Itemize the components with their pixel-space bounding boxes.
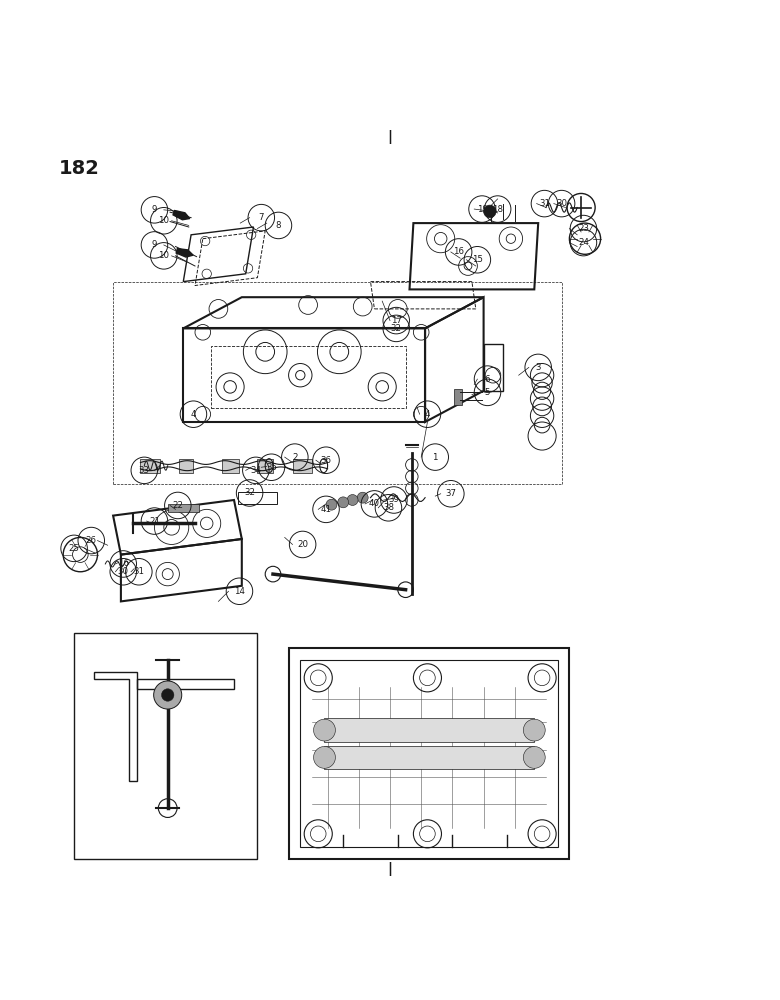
- Circle shape: [154, 681, 182, 709]
- Circle shape: [347, 495, 358, 505]
- Text: 6: 6: [484, 375, 491, 384]
- Text: 16: 16: [453, 247, 464, 256]
- Text: 14: 14: [234, 587, 245, 596]
- Bar: [289, 648, 569, 859]
- Text: 18: 18: [492, 205, 503, 214]
- Text: 21: 21: [149, 517, 160, 526]
- Bar: [222, 459, 239, 473]
- Circle shape: [326, 499, 337, 510]
- Text: 8: 8: [275, 221, 282, 230]
- Bar: [140, 459, 160, 473]
- Bar: [74, 633, 257, 859]
- Circle shape: [314, 719, 335, 741]
- Text: 9: 9: [152, 240, 157, 249]
- Text: 1: 1: [432, 453, 438, 462]
- Bar: [324, 746, 534, 769]
- Text: 25: 25: [69, 544, 80, 553]
- Text: 4: 4: [424, 410, 431, 419]
- Text: 41: 41: [321, 505, 332, 514]
- Bar: [484, 344, 503, 391]
- Text: 39: 39: [388, 495, 399, 504]
- Text: 19: 19: [477, 205, 488, 214]
- Text: 182: 182: [58, 159, 99, 178]
- Text: 3: 3: [535, 363, 541, 372]
- Bar: [179, 459, 193, 473]
- Text: 15: 15: [472, 255, 483, 264]
- Circle shape: [523, 719, 545, 741]
- Text: 38: 38: [383, 503, 394, 512]
- Circle shape: [357, 492, 368, 503]
- Text: 30: 30: [118, 567, 129, 576]
- Text: 10: 10: [158, 251, 169, 260]
- Circle shape: [161, 689, 174, 701]
- Text: 23: 23: [578, 224, 589, 233]
- Text: 32: 32: [244, 488, 255, 497]
- Bar: [211, 346, 406, 408]
- Bar: [454, 389, 462, 405]
- Text: 34: 34: [250, 466, 261, 475]
- Text: 35: 35: [266, 463, 277, 472]
- Text: 7: 7: [258, 213, 264, 222]
- Text: 17: 17: [391, 316, 402, 325]
- Text: 4: 4: [190, 410, 197, 419]
- Text: 9: 9: [152, 205, 157, 214]
- Text: 37: 37: [445, 489, 456, 498]
- Bar: [292, 459, 312, 473]
- Text: |: |: [388, 130, 392, 144]
- Circle shape: [523, 746, 545, 768]
- Text: 10: 10: [158, 216, 169, 225]
- Text: 22: 22: [172, 501, 183, 510]
- Polygon shape: [168, 504, 199, 512]
- Text: 26: 26: [86, 536, 97, 545]
- Bar: [257, 459, 273, 473]
- Text: 5: 5: [484, 388, 491, 397]
- Text: 33: 33: [139, 466, 150, 475]
- Circle shape: [338, 497, 349, 508]
- Text: 40: 40: [369, 499, 380, 508]
- Bar: [324, 718, 534, 742]
- Text: |: |: [388, 862, 392, 876]
- Text: 2: 2: [292, 453, 298, 462]
- Text: 24: 24: [578, 238, 589, 247]
- Text: 36: 36: [321, 456, 332, 465]
- Text: 31: 31: [539, 199, 550, 208]
- Text: 32: 32: [391, 324, 402, 333]
- Circle shape: [314, 746, 335, 768]
- Circle shape: [484, 205, 496, 218]
- Polygon shape: [173, 211, 190, 220]
- Text: 31: 31: [133, 567, 144, 576]
- Polygon shape: [176, 249, 193, 257]
- Text: 16: 16: [118, 559, 129, 568]
- Text: 30: 30: [556, 199, 567, 208]
- Text: 20: 20: [297, 540, 308, 549]
